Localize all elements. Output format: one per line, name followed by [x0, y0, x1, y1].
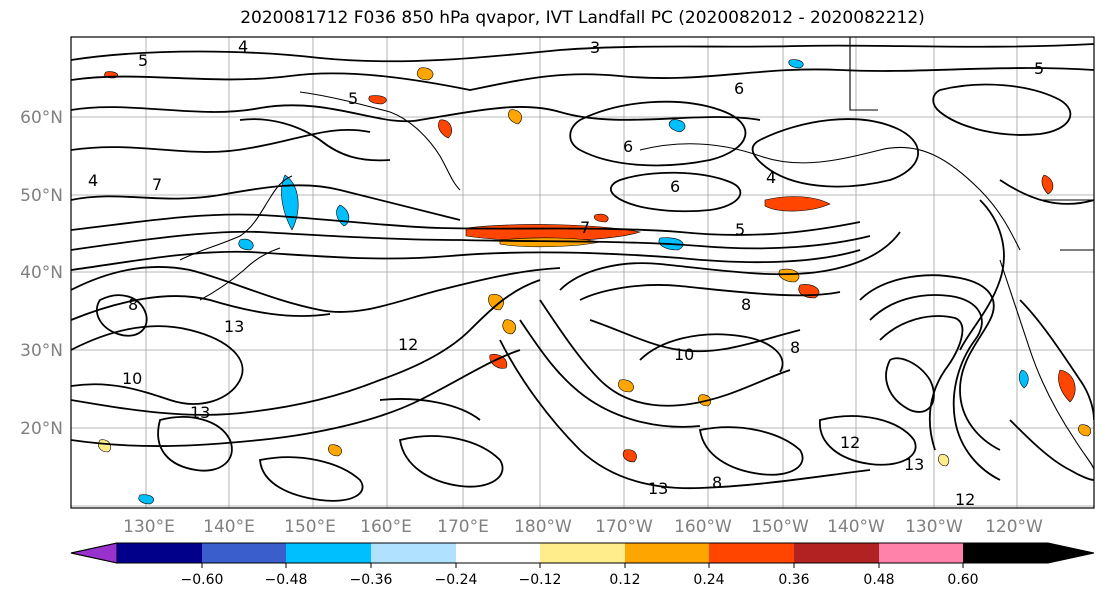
contour-label: 8 — [741, 295, 751, 314]
contour-label: 4 — [88, 171, 98, 190]
contour-label: 5 — [1034, 59, 1044, 78]
lon-label: 170°W — [595, 517, 653, 537]
contour-label: 5 — [348, 89, 358, 108]
figure-title: 2020081712 F036 850 hPa qvapor, IVT Land… — [240, 8, 925, 28]
contour-label: 8 — [128, 295, 138, 314]
lon-label: 160°W — [674, 517, 732, 537]
map-frame — [70, 36, 1095, 509]
lon-label: 120°W — [985, 517, 1043, 537]
contour-label: 6 — [670, 177, 680, 196]
graticule — [71, 37, 1094, 508]
lon-label: 170°E — [437, 517, 489, 537]
colorbar-segment — [540, 543, 625, 563]
contour-label: 5 — [138, 51, 148, 70]
contour-label: 10 — [122, 369, 142, 388]
lat-label: 40°N — [20, 263, 63, 283]
contour-labels: 4 5 3 5 6 5 4 6 4 5 6 7 8 13 12 10 13 8 … — [88, 37, 1044, 509]
colorbar-segment — [794, 543, 879, 563]
colorbar-tick-label: −0.36 — [350, 572, 393, 588]
colorbar-extend-high — [963, 543, 1094, 563]
contour-label: 8 — [790, 338, 800, 357]
lon-label: 150°W — [751, 517, 809, 537]
colorbar-tick-label: −0.60 — [181, 572, 224, 588]
contour-label: 12 — [398, 335, 418, 354]
contour-label: 4 — [238, 37, 248, 56]
lon-label: 150°E — [284, 517, 336, 537]
colorbar-tick-label: −0.24 — [435, 572, 478, 588]
colorbar-segment — [625, 543, 709, 563]
colorbar-segment — [709, 543, 794, 563]
contour-label: 13 — [648, 479, 668, 498]
lat-label: 60°N — [20, 108, 63, 128]
lon-label: 160°E — [360, 517, 412, 537]
colorbar: −0.60 −0.48 −0.36 −0.24 −0.12 0.12 0.24 … — [70, 542, 1095, 588]
colorbar-tick-label: −0.12 — [519, 572, 562, 588]
coastlines — [179, 37, 1094, 471]
lat-label: 30°N — [20, 341, 63, 361]
map-panel: 4 5 3 5 6 5 4 6 4 5 6 7 8 13 12 10 13 8 … — [70, 36, 1095, 509]
colorbar-tick-label: −0.48 — [265, 572, 308, 588]
colorbar-tick-label: 0.48 — [863, 572, 894, 588]
contour-label: 4 — [766, 168, 776, 187]
contour-label: 3 — [590, 38, 600, 57]
lon-label: 140°W — [827, 517, 885, 537]
lat-label: 20°N — [20, 419, 63, 439]
map-background — [71, 37, 1094, 508]
lon-label: 180°W — [514, 517, 572, 537]
colorbar-outline — [70, 542, 1095, 564]
longitude-labels: 130°E 140°E 150°E 160°E 170°E 180°W 170°… — [123, 517, 1043, 537]
contour-label: 10 — [674, 345, 694, 364]
contour-label: 13 — [190, 403, 210, 422]
colorbar-tick-label: 0.12 — [609, 572, 640, 588]
latitude-labels: 60°N 50°N 40°N 30°N 20°N — [20, 108, 63, 439]
contour-label: 13 — [904, 455, 924, 474]
colorbar-ticks — [201, 563, 964, 568]
contour-label: 7 — [580, 218, 590, 237]
contour-label: 6 — [734, 79, 744, 98]
colorbar-segment — [286, 543, 371, 563]
lon-label: 130°W — [905, 517, 963, 537]
colorbar-segment — [456, 543, 540, 563]
colorbar-tick-label: 0.36 — [778, 572, 809, 588]
lon-label: 130°E — [123, 517, 175, 537]
colorbar-segment — [202, 543, 286, 563]
colorbar-segment — [371, 543, 456, 563]
colorbar-segment — [117, 543, 202, 563]
contour-label: 12 — [955, 490, 975, 509]
contour-label: 8 — [712, 473, 722, 492]
contour-label: 13 — [224, 317, 244, 336]
contour-label: 7 — [152, 175, 162, 194]
colorbar-tick-label: 0.60 — [947, 572, 978, 588]
colorbar-extend-low — [70, 542, 118, 564]
contour-label: 12 — [840, 433, 860, 452]
colorbar-tick-label: 0.24 — [693, 572, 724, 588]
lon-label: 140°E — [203, 517, 255, 537]
contour-label: 5 — [735, 220, 745, 239]
colorbar-segment — [879, 543, 963, 563]
contour-label: 6 — [623, 137, 633, 156]
lat-label: 50°N — [20, 186, 63, 206]
contour-lines — [71, 43, 1094, 502]
